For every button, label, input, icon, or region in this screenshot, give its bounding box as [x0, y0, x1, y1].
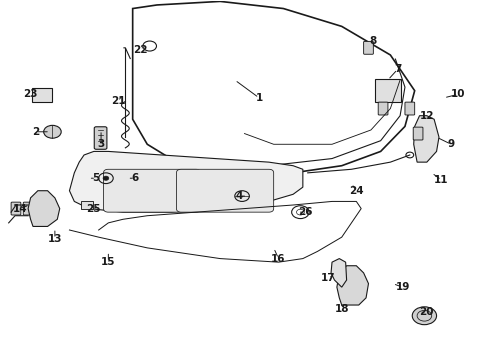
FancyBboxPatch shape — [377, 102, 387, 115]
Text: 23: 23 — [23, 89, 38, 99]
Text: 25: 25 — [86, 203, 101, 213]
PathPatch shape — [336, 266, 368, 305]
Text: 20: 20 — [419, 307, 433, 317]
Text: 14: 14 — [13, 203, 27, 213]
FancyBboxPatch shape — [176, 169, 273, 212]
Text: 10: 10 — [450, 89, 465, 99]
FancyBboxPatch shape — [374, 79, 400, 102]
FancyBboxPatch shape — [23, 202, 33, 215]
Circle shape — [103, 176, 109, 180]
Text: 9: 9 — [447, 139, 454, 149]
Text: 8: 8 — [369, 36, 376, 46]
PathPatch shape — [28, 191, 60, 226]
FancyBboxPatch shape — [412, 127, 422, 140]
Text: 7: 7 — [393, 64, 401, 74]
PathPatch shape — [330, 258, 346, 287]
FancyBboxPatch shape — [32, 88, 52, 102]
FancyBboxPatch shape — [363, 41, 372, 54]
Text: 3: 3 — [97, 139, 104, 149]
Text: 24: 24 — [348, 186, 363, 196]
Text: 15: 15 — [101, 257, 115, 267]
Text: 4: 4 — [236, 191, 243, 201]
FancyBboxPatch shape — [103, 169, 201, 212]
Text: 13: 13 — [47, 234, 62, 244]
Text: 21: 21 — [111, 96, 125, 107]
Text: 18: 18 — [334, 303, 348, 314]
FancyBboxPatch shape — [81, 202, 93, 209]
Text: 22: 22 — [132, 45, 147, 55]
FancyBboxPatch shape — [11, 202, 21, 215]
FancyBboxPatch shape — [404, 102, 414, 115]
FancyBboxPatch shape — [94, 127, 107, 149]
Text: 26: 26 — [297, 207, 312, 217]
Text: 2: 2 — [32, 127, 39, 137]
Text: 16: 16 — [271, 253, 285, 264]
PathPatch shape — [413, 116, 438, 162]
Text: 17: 17 — [321, 273, 335, 283]
Text: 11: 11 — [433, 175, 448, 185]
Text: 12: 12 — [419, 111, 433, 121]
Text: 19: 19 — [394, 282, 409, 292]
Text: 6: 6 — [131, 173, 139, 183]
Text: 5: 5 — [92, 173, 100, 183]
Text: 1: 1 — [255, 93, 262, 103]
Circle shape — [43, 125, 61, 138]
PathPatch shape — [69, 152, 302, 212]
Circle shape — [411, 307, 436, 325]
